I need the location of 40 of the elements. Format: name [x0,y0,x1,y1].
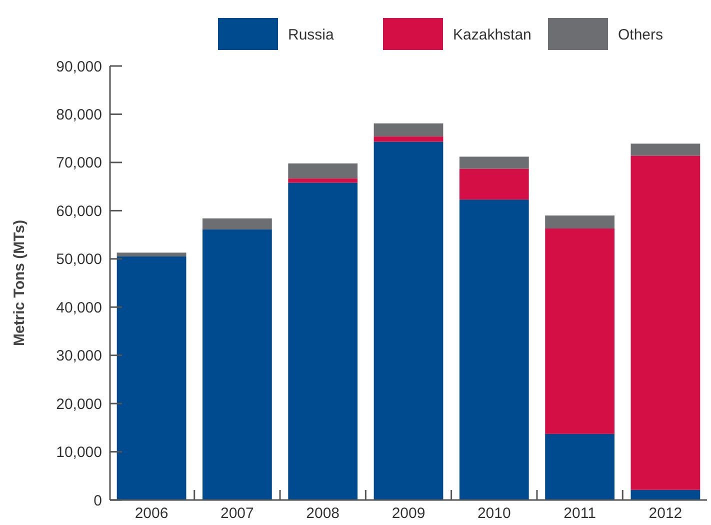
bar [545,215,614,229]
bar [545,434,614,500]
x-tick-label: 2011 [564,505,596,522]
bar [202,229,272,500]
bar [545,228,614,434]
x-tick-label: 2008 [306,505,340,522]
y-tick-label: 20,000 [56,396,102,413]
y-tick-label: 30,000 [56,348,102,365]
bar [116,256,186,500]
bar [374,136,444,142]
y-tick-label: 90,000 [56,58,102,76]
x-tick-label: 2006 [134,505,168,522]
bar [288,178,358,183]
bar [459,168,529,200]
bar [288,182,358,500]
legend-label: Kazakhstan [453,26,532,44]
y-tick-label: 40,000 [56,299,102,316]
y-tick-label: 10,000 [56,444,102,462]
bar [630,144,700,156]
bar [374,142,444,500]
x-tick-label: 2010 [477,505,511,522]
bar [202,218,272,230]
y-tick-label: 50,000 [56,251,102,268]
bar [630,156,700,490]
x-tick-label: 2012 [648,505,682,522]
bar [288,163,358,178]
y-tick-label: 0 [94,492,102,510]
bar [459,200,529,500]
y-tick-label: 60,000 [56,202,102,220]
y-axis-title: Metric Tons (MTs) [11,220,28,346]
legend-label: Russia [288,26,335,44]
y-tick-label: 80,000 [56,106,102,124]
bar [630,490,700,500]
x-tick-label: 2009 [392,505,426,522]
bar [459,156,529,169]
y-tick-label: 70,000 [56,154,102,172]
legend-label: Others [618,26,664,44]
bar [374,123,444,136]
x-tick-label: 2007 [220,505,254,522]
bar [116,252,186,256]
